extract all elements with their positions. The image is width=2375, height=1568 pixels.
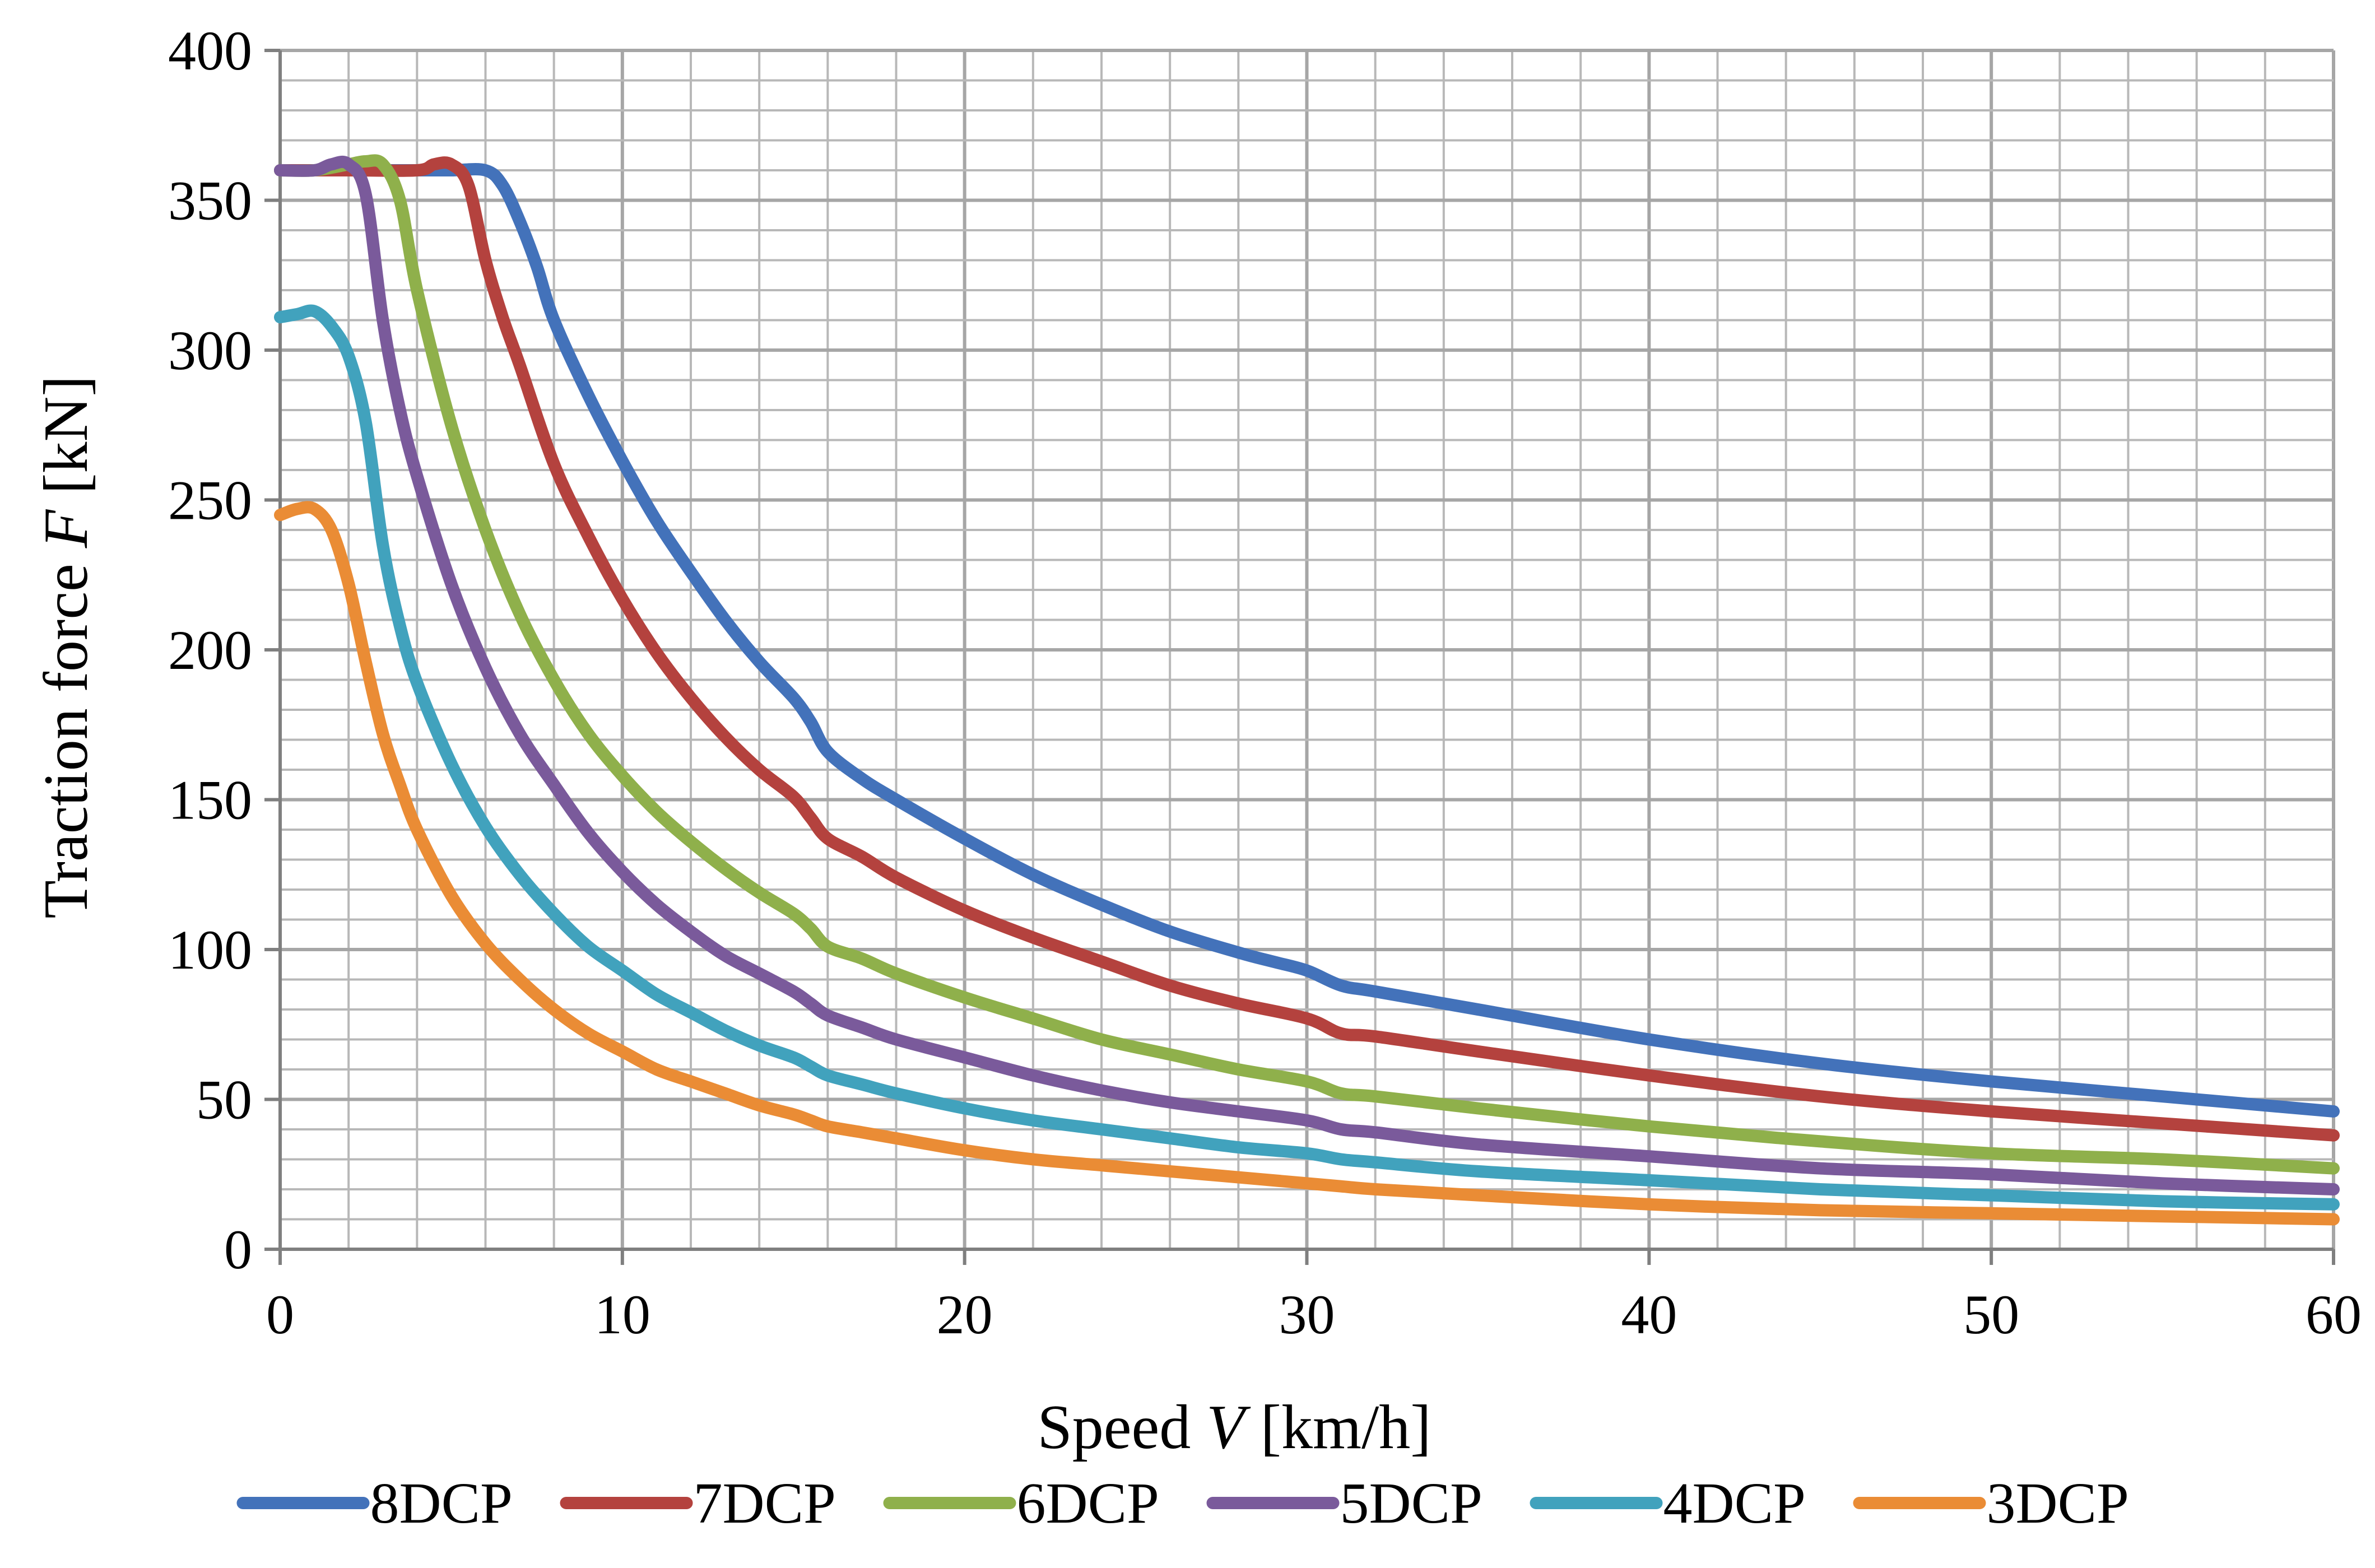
x-tick-label: 10	[594, 1283, 650, 1346]
series-line-5dcp	[274, 155, 2340, 1195]
series-group	[274, 154, 2340, 1226]
y-axis-title-prefix: Traction force	[31, 548, 101, 918]
y-tick-label: 50	[196, 1069, 252, 1131]
x-tick-label: 30	[1279, 1283, 1335, 1346]
y-tick-label: 250	[168, 469, 252, 532]
legend-label-6dcp: 6DCP	[1017, 1471, 1159, 1536]
y-tick-label: 300	[168, 319, 252, 381]
y-tick-label: 350	[168, 170, 252, 232]
y-axis-title-variable: F	[31, 509, 101, 548]
x-axis-title-unit: [km/h]	[1245, 1393, 1431, 1462]
y-tick-label: 100	[168, 919, 252, 981]
y-tick-label: 200	[168, 619, 252, 681]
x-tick-label: 60	[2306, 1283, 2362, 1346]
legend: 8DCP 7DCP 6DCP 5DCP 4DCP 3DCP	[236, 1471, 2129, 1536]
series-line-4dcp	[274, 304, 2340, 1211]
x-tick-labels: 0 10 20 30 40 50 60	[266, 1283, 2362, 1346]
legend-label-8dcp: 8DCP	[370, 1471, 513, 1536]
grid	[278, 49, 2335, 1251]
y-axis-title-unit: [kN]	[31, 375, 101, 509]
series-line-6dcp	[274, 154, 2340, 1175]
x-tick-label: 20	[937, 1283, 993, 1346]
legend-label-3dcp: 3DCP	[1987, 1471, 2129, 1536]
y-tick-labels: 0 50 100 150 200 250 300 350 400	[168, 20, 252, 1281]
legend-label-5dcp: 5DCP	[1340, 1471, 1482, 1536]
series-line-8dcp	[274, 163, 2340, 1118]
axes	[264, 49, 2335, 1265]
x-tick-label: 50	[1963, 1283, 2019, 1346]
y-tick-label: 400	[168, 20, 252, 82]
y-tick-label: 0	[224, 1218, 252, 1281]
x-axis-title: Speed V [km/h]	[1038, 1393, 1431, 1462]
y-axis-title: Traction force F [kN]	[31, 375, 101, 918]
x-axis-title-variable: V	[1206, 1393, 1251, 1462]
x-tick-label: 40	[1621, 1283, 1677, 1346]
series-line-7dcp	[274, 156, 2340, 1142]
legend-label-7dcp: 7DCP	[694, 1471, 836, 1536]
x-tick-label: 0	[266, 1283, 294, 1346]
x-axis-title-prefix: Speed	[1038, 1393, 1207, 1462]
y-tick-label: 150	[168, 769, 252, 831]
legend-label-4dcp: 4DCP	[1663, 1471, 1806, 1536]
series-line-3dcp	[274, 501, 2340, 1226]
